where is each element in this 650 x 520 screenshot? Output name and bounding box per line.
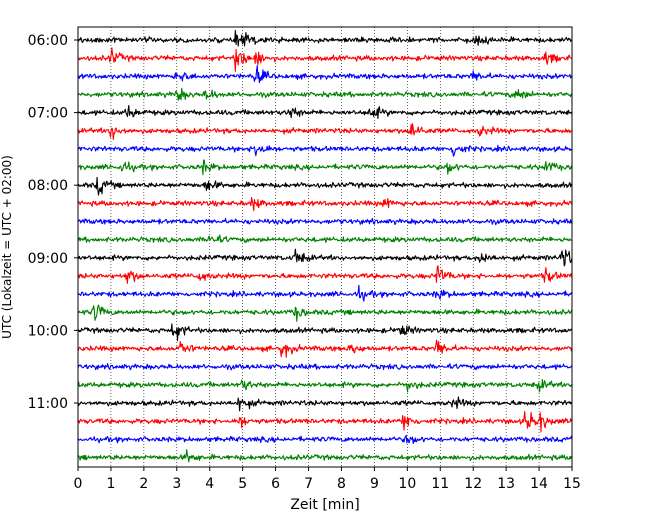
trace-row-4 (77, 104, 573, 120)
y-tick-label-5: 11:00 (28, 396, 68, 412)
trace-row-2 (77, 65, 573, 84)
y-tick-label-3: 09:00 (28, 251, 68, 267)
x-tick-label-0: 0 (74, 476, 83, 492)
trace-row-16 (77, 323, 573, 342)
trace-row-17 (77, 339, 573, 358)
y-tick-label-2: 08:00 (28, 178, 68, 194)
x-tick-label-10: 10 (398, 476, 416, 492)
x-axis-label: Zeit [min] (290, 497, 359, 513)
trace-row-21 (77, 411, 573, 433)
trace-row-7 (77, 159, 573, 176)
x-tick-label-7: 7 (304, 476, 313, 492)
x-tick-label-15: 15 (563, 476, 581, 492)
y-tick-label-4: 10:00 (28, 323, 68, 339)
x-axis: 0 1 2 3 4 5 6 7 8 9 10 11 12 13 14 15 (74, 467, 581, 492)
trace-row-19 (77, 379, 573, 393)
trace-row-5 (77, 123, 573, 140)
trace-row-13 (77, 265, 573, 284)
y-tick-label-0: 06:00 (28, 33, 68, 49)
x-tick-label-12: 12 (464, 476, 482, 492)
x-tick-label-3: 3 (172, 476, 181, 492)
x-tick-label-14: 14 (530, 476, 548, 492)
trace-row-1 (77, 47, 573, 72)
x-tick-label-4: 4 (205, 476, 214, 492)
x-tick-label-8: 8 (337, 476, 346, 492)
trace-row-22 (77, 434, 573, 445)
trace-row-9 (77, 197, 573, 212)
x-tick-label-2: 2 (139, 476, 148, 492)
y-axis: 06:00 07:00 08:00 09:00 10:00 11:00 (28, 33, 78, 412)
x-tick-label-11: 11 (431, 476, 449, 492)
y-tick-label-1: 07:00 (28, 106, 68, 122)
seismic-traces (77, 29, 573, 463)
trace-row-3 (77, 87, 573, 101)
trace-row-11 (77, 234, 573, 244)
vertical-gridlines (110, 27, 540, 467)
trace-row-6 (77, 144, 573, 157)
x-tick-label-1: 1 (106, 476, 115, 492)
trace-row-20 (77, 396, 573, 412)
trace-row-10 (77, 217, 573, 226)
trace-row-8 (77, 176, 573, 196)
x-tick-label-6: 6 (271, 476, 280, 492)
x-tick-label-9: 9 (370, 476, 379, 492)
y-axis-label: UTC (Lokalzeit = UTC + 02:00) (0, 155, 14, 339)
trace-row-18 (77, 363, 573, 371)
trace-row-15 (77, 304, 573, 322)
x-tick-label-13: 13 (497, 476, 515, 492)
trace-row-0 (77, 29, 573, 47)
trace-row-23 (77, 449, 573, 463)
trace-row-14 (77, 284, 573, 302)
trace-row-12 (77, 248, 573, 267)
x-tick-label-5: 5 (238, 476, 247, 492)
plot-frame (77, 26, 573, 468)
